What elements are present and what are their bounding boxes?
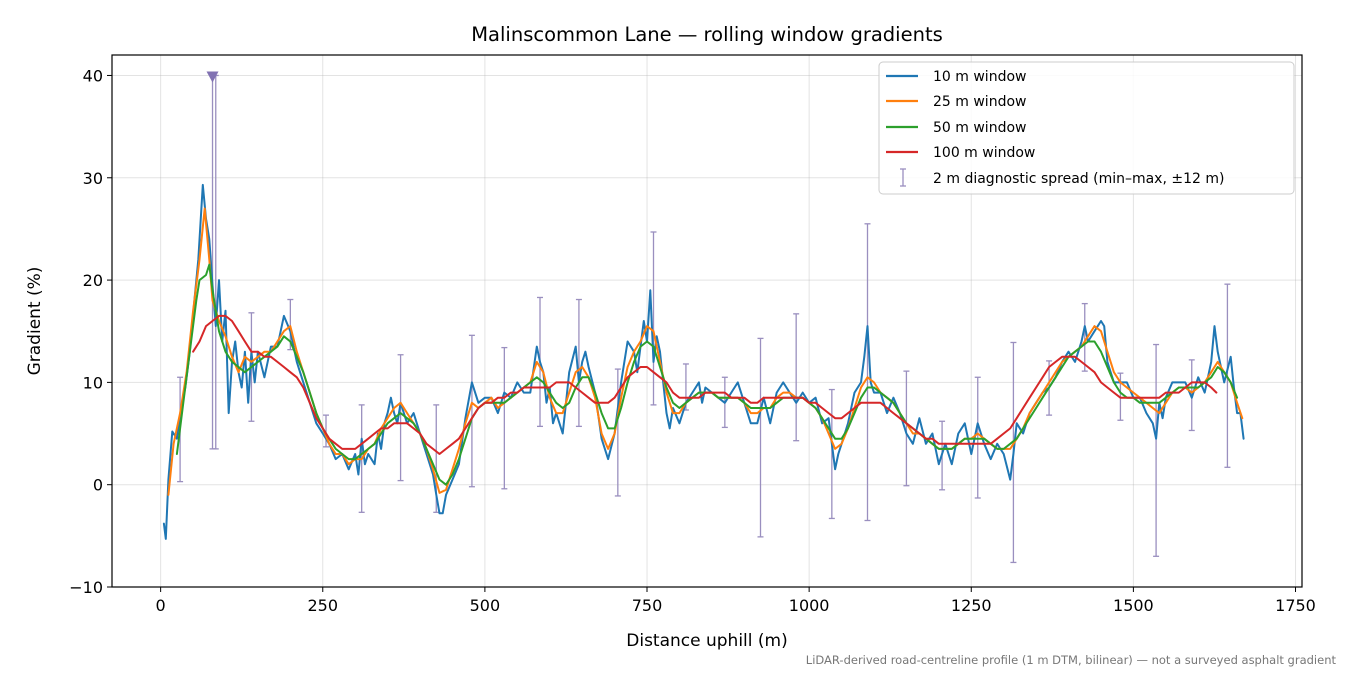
x-tick-label: 1250	[951, 596, 992, 615]
spread-errorbar	[903, 370, 910, 487]
spread-clipped-marker	[206, 71, 219, 83]
legend: 10 m window 25 m window 50 m window 100 …	[878, 61, 1295, 195]
spread-errorbar	[212, 74, 219, 450]
spread-errorbar	[974, 376, 981, 499]
chart-title: Malinscommon Lane — rolling window gradi…	[471, 23, 943, 46]
y-tick-label: 0	[93, 476, 103, 495]
x-tick-label: 250	[307, 596, 338, 615]
legend-label-10m: 10 m window	[933, 69, 1026, 85]
tick-layer: 0 250 500 750 1000 1250 1500 1750 −10 0 10 20 30 40	[69, 66, 1316, 615]
legend-swatch-spread	[900, 168, 906, 187]
legend-label-100m: 100 m window	[933, 145, 1035, 161]
x-tick-label: 1500	[1113, 596, 1154, 615]
y-axis-label: Gradient (%)	[25, 267, 45, 376]
series-layer	[162, 183, 1245, 540]
spread-errorbar	[575, 298, 582, 428]
x-tick-label: 0	[156, 596, 166, 615]
spread-errorbar	[468, 334, 475, 488]
plot-frame	[111, 54, 1303, 588]
x-tick-label: 1000	[789, 596, 830, 615]
spread-errorbar	[864, 223, 871, 522]
spread-errorbar	[650, 231, 657, 406]
series-line-3	[192, 314, 1218, 455]
series-line-1	[167, 207, 1244, 496]
y-tick-label: 20	[83, 271, 103, 290]
spread-errorbar	[1081, 302, 1088, 372]
y-tick-label: 40	[83, 66, 103, 85]
x-tick-label: 750	[632, 596, 663, 615]
footnote: LiDAR-derived road-centreline profile (1…	[806, 653, 1337, 667]
spread-errorbar	[793, 313, 800, 442]
legend-label-50m: 50 m window	[933, 120, 1026, 136]
spread-errorbar	[614, 368, 621, 497]
y-tick-label: 10	[83, 373, 103, 392]
spread-errorbar	[323, 414, 330, 448]
series-line-2	[175, 263, 1239, 486]
x-tick-label: 500	[470, 596, 501, 615]
y-tick-label: 30	[83, 169, 103, 188]
x-tick-label: 1750	[1275, 596, 1316, 615]
legend-label-spread: 2 m diagnostic spread (min–max, ±12 m)	[933, 171, 1224, 187]
spread-errorbar	[1153, 343, 1160, 557]
legend-label-25m: 25 m window	[933, 94, 1026, 110]
legend-box	[878, 61, 1295, 195]
x-axis-label: Distance uphill (m)	[626, 631, 787, 651]
spread-errorbar	[501, 346, 508, 490]
spread-errorbar	[757, 337, 764, 538]
spread-errorbar	[828, 388, 835, 520]
spread-errorbar	[397, 354, 404, 482]
y-tick-label: −10	[69, 578, 103, 597]
